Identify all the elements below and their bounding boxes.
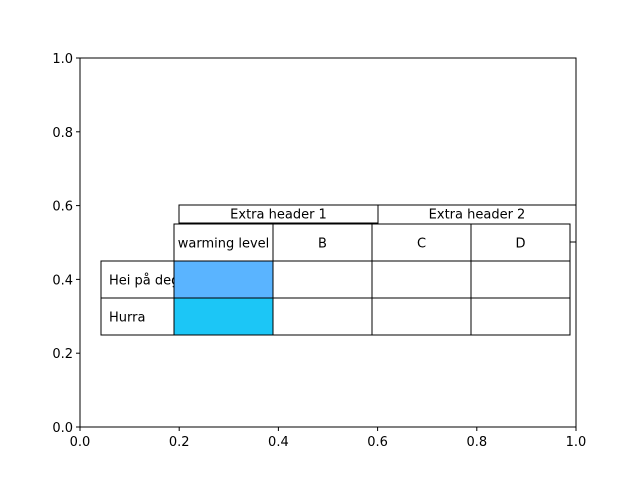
table-cell [371, 260, 472, 299]
column-header-label: D [515, 237, 525, 252]
y-tick-label: 0.0 [52, 421, 73, 436]
column-header-cell [173, 223, 274, 262]
column-header-label: warming level [178, 237, 270, 252]
data-table: warming level B C D Hei på deg Hurra [100, 223, 571, 336]
column-header-label: B [318, 237, 327, 252]
table-cell [371, 297, 472, 336]
column-header-cell [371, 223, 472, 262]
table-cell [470, 297, 571, 336]
extra-header-1-label: Extra header 1 [230, 208, 327, 223]
y-tick-label: 0.4 [52, 273, 73, 288]
y-tick-label: 0.6 [52, 200, 73, 215]
table-cell [173, 297, 274, 336]
extra-header-2-label: Extra header 2 [429, 208, 526, 223]
row-label: Hei på deg [109, 274, 179, 289]
table-cell [272, 297, 373, 336]
table-cell [272, 260, 373, 299]
x-tick-label: 0.0 [70, 435, 91, 450]
row-label-cell [100, 260, 175, 299]
y-tick-label: 0.8 [52, 126, 73, 141]
y-tick-label: 1.0 [52, 52, 73, 67]
y-axis: 0.0 0.2 0.4 0.6 0.8 1.0 [52, 52, 80, 436]
table-cell [470, 260, 571, 299]
y-tick-label: 0.2 [52, 347, 73, 362]
row-label: Hurra [109, 311, 145, 326]
x-tick-label: 0.2 [169, 435, 190, 450]
x-tick-label: 0.8 [466, 435, 487, 450]
axes-frame [79, 57, 577, 428]
x-tick-label: 1.0 [566, 435, 587, 450]
x-axis: 0.0 0.2 0.4 0.6 0.8 1.0 [70, 427, 587, 450]
x-tick-label: 0.4 [268, 435, 289, 450]
column-header-label: C [417, 237, 426, 252]
column-header-cell [272, 223, 373, 262]
table-cell [173, 260, 274, 299]
x-tick-label: 0.6 [367, 435, 388, 450]
